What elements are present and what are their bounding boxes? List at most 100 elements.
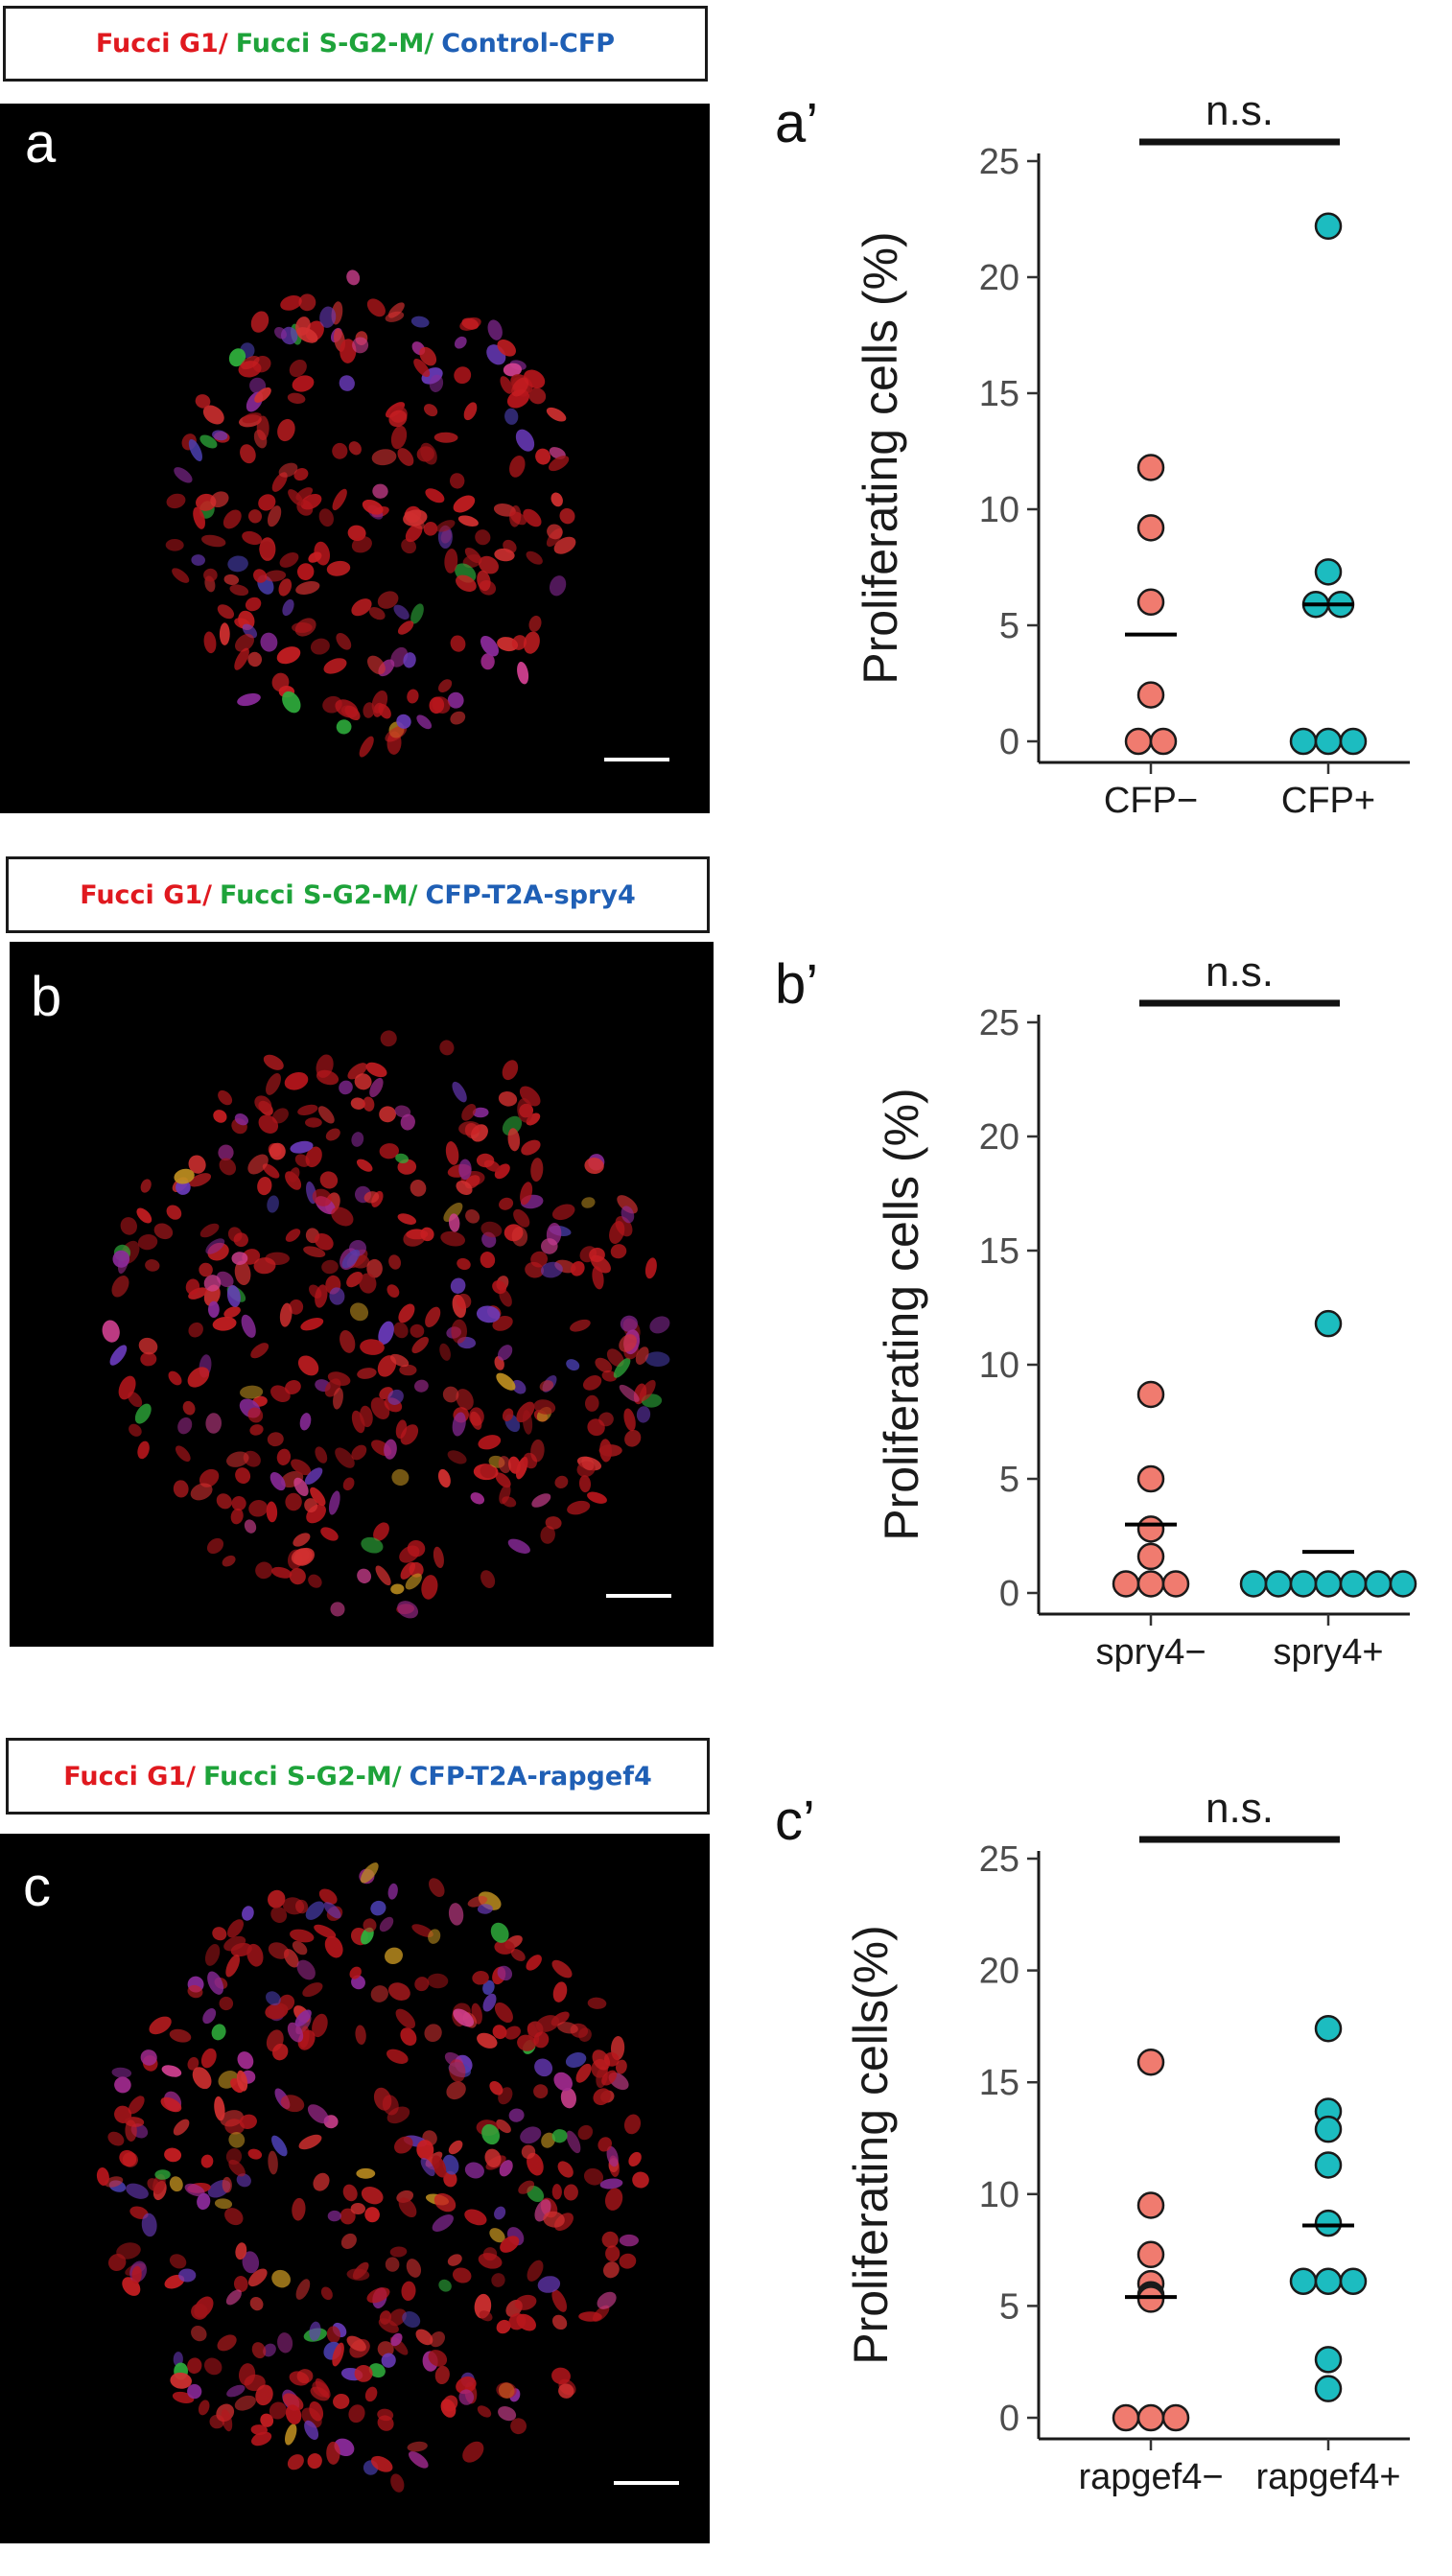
data-point: [1314, 212, 1343, 241]
panel-letter-plot: a’: [775, 92, 818, 154]
cell-nucleus: [271, 2135, 288, 2157]
cell-nucleus: [566, 1359, 580, 1371]
cell-nucleus: [410, 316, 430, 328]
cell-nucleus: [209, 2414, 225, 2429]
cell-nucleus: [219, 622, 230, 645]
cell-nucleus: [553, 536, 576, 554]
cell-nucleus: [606, 2145, 619, 2167]
cell-nucleus: [406, 2259, 422, 2278]
cell-nucleus: [187, 1984, 203, 1999]
cell-nucleus: [475, 529, 491, 546]
cell-nucleus: [174, 467, 193, 483]
cell-nucleus: [199, 1468, 220, 1487]
data-point: [1136, 2403, 1165, 2432]
cell-nucleus: [410, 603, 424, 624]
cell-nucleus: [327, 1371, 351, 1386]
cell-nucleus: [270, 1385, 291, 1402]
cell-nucleus: [456, 2376, 477, 2395]
cell-nucleus: [219, 1996, 234, 2011]
cell-nucleus: [293, 1533, 311, 1547]
cell-nucleus: [263, 2343, 276, 2357]
cell-nucleus: [266, 1991, 281, 2006]
cell-nucleus: [169, 2028, 192, 2043]
cell-nucleus: [449, 473, 465, 489]
cell-nucleus: [558, 2383, 574, 2399]
cell-nucleus: [366, 2287, 390, 2304]
cell-nucleus: [379, 2310, 391, 2325]
data-point: [1161, 1570, 1190, 1598]
cell-nucleus: [489, 2228, 505, 2243]
cell-nucleus: [295, 580, 320, 596]
cell-nucleus: [349, 1966, 362, 1979]
cell-nucleus: [508, 2313, 527, 2330]
cell-nucleus: [129, 1423, 142, 1437]
cell-nucleus: [557, 2161, 574, 2178]
cell-nucleus: [364, 2207, 380, 2223]
cell-nucleus: [554, 1475, 569, 1489]
cell-nucleus: [332, 442, 348, 459]
cell-nucleus: [401, 2281, 416, 2301]
cell-nucleus: [339, 375, 355, 391]
cell-nucleus: [225, 2289, 242, 2306]
cell-nucleus: [391, 1468, 410, 1487]
cell-nucleus: [315, 1446, 328, 1464]
cell-nucleus: [320, 1527, 339, 1541]
cell-nucleus: [537, 2276, 561, 2293]
cell-nucleus: [165, 538, 184, 551]
cell-nucleus: [476, 1305, 501, 1323]
cell-nucleus: [592, 1266, 604, 1290]
cell-nucleus: [385, 725, 408, 742]
cell-nucleus: [476, 1153, 495, 1168]
cell-nucleus: [397, 448, 414, 466]
cell-nucleus: [284, 1071, 309, 1090]
significance-label: n.s.: [1206, 87, 1274, 134]
panel-letter-a: a: [25, 112, 57, 175]
cell-nucleus: [440, 1230, 466, 1247]
cell-nucleus: [461, 317, 480, 330]
cell-nucleus: [368, 606, 386, 621]
cell-nucleus: [114, 2076, 131, 2094]
cell-nucleus: [448, 1903, 464, 1926]
cell-nucleus: [508, 2108, 525, 2122]
cell-nucleus: [514, 2294, 537, 2310]
cell-nucleus: [494, 2206, 506, 2220]
cell-nucleus: [279, 1302, 293, 1327]
data-point: [1136, 1464, 1165, 1493]
legend-box-b: Fucci G1/ Fucci S-G2-M/ CFP-T2A-spry4: [6, 856, 710, 933]
y-axis-label: Proliferating cells (%): [854, 231, 907, 684]
cell-nucleus: [314, 1232, 334, 1251]
cell-nucleus: [168, 1370, 182, 1386]
cell-nucleus: [566, 2130, 581, 2154]
cell-nucleus: [551, 2314, 568, 2330]
cell-nucleus: [298, 293, 316, 312]
cell-nucleus: [225, 2148, 243, 2166]
cell-nucleus: [187, 2056, 199, 2071]
cell-nucleus: [502, 1115, 523, 1136]
cell-nucleus: [354, 2364, 373, 2382]
cell-nucleus: [125, 2119, 137, 2142]
cell-nucleus: [351, 1132, 364, 1147]
cell-nucleus: [140, 2049, 157, 2066]
cell-nucleus: [277, 2332, 293, 2354]
cell-nucleus: [324, 1935, 343, 1958]
cell-nucleus: [231, 1495, 246, 1511]
cell-nucleus: [402, 2310, 421, 2329]
cell-nucleus: [287, 2454, 304, 2471]
cell-nucleus: [484, 2148, 502, 2168]
cell-nucleus: [416, 714, 433, 730]
cell-nucleus: [348, 441, 362, 456]
y-tick-label: 10: [979, 2175, 1019, 2215]
cell-nucleus: [548, 456, 570, 472]
cell-nucleus: [395, 2008, 416, 2029]
cell-nucleus: [370, 1900, 386, 1916]
cell-nucleus: [442, 2154, 459, 2175]
cell-nucleus: [202, 405, 224, 425]
cell-nucleus: [480, 636, 500, 657]
legend-g1: Fucci G1/: [63, 1761, 197, 1791]
cell-nucleus: [356, 1159, 373, 1172]
cell-nucleus: [312, 2013, 328, 2038]
cell-nucleus: [407, 689, 419, 704]
y-axis-label: Proliferating cells(%): [844, 1925, 898, 2364]
cell-nucleus: [276, 646, 301, 665]
cell-nucleus: [203, 631, 217, 654]
